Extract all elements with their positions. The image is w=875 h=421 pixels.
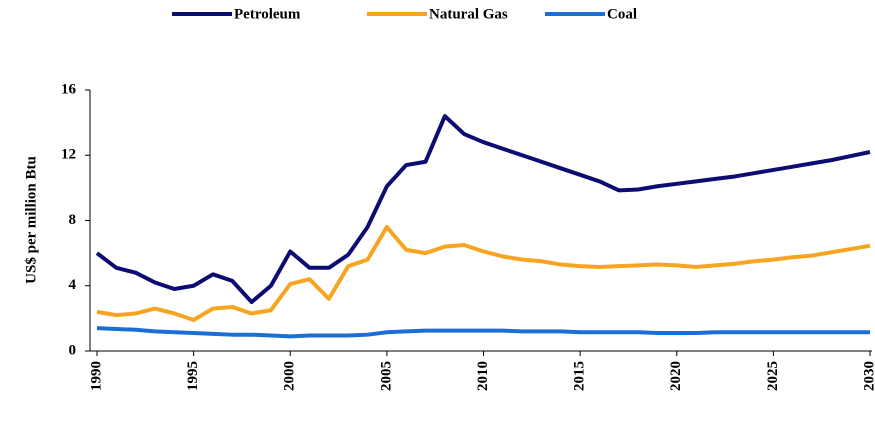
- x-tick-label: 2020: [668, 361, 684, 391]
- legend-label: Natural Gas: [429, 6, 508, 22]
- y-tick-label: 4: [69, 277, 77, 293]
- x-tick-label: 2005: [378, 361, 394, 391]
- x-tick-label: 2025: [765, 361, 781, 391]
- y-tick-label: 16: [61, 81, 77, 97]
- legend-label: Petroleum: [234, 6, 301, 22]
- legend-label: Coal: [607, 6, 637, 22]
- series-line: [96, 326, 870, 339]
- series-line: [96, 225, 871, 323]
- y-tick-label: 0: [69, 342, 77, 358]
- series-line: [95, 114, 871, 305]
- x-tick-label: 1995: [185, 361, 201, 391]
- x-tick-label: 1990: [88, 361, 104, 391]
- x-tick-label: 2010: [475, 361, 491, 391]
- x-tick-label: 2015: [572, 361, 588, 391]
- x-tick-label: 2000: [282, 361, 298, 391]
- y-axis-label: US$ per million Btu: [23, 156, 39, 284]
- y-tick-label: 12: [61, 147, 76, 163]
- x-tick-label: 2030: [861, 361, 875, 391]
- y-tick-label: 8: [69, 212, 77, 228]
